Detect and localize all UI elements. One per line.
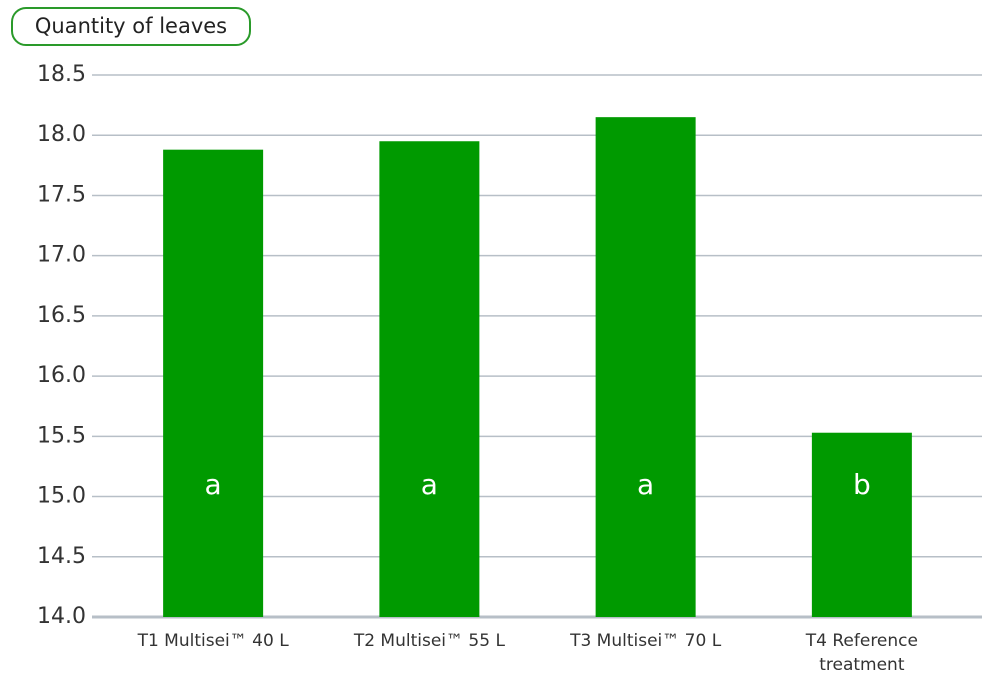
y-tick-label: 17.5 <box>37 182 86 207</box>
y-tick-label: 15.5 <box>37 423 86 448</box>
group-letter: a <box>421 468 438 501</box>
y-tick-label: 17.0 <box>37 243 86 268</box>
chart-title: Quantity of leaves <box>35 14 227 38</box>
group-letter: a <box>637 468 654 501</box>
bar <box>379 141 480 617</box>
group-letter: a <box>205 468 222 501</box>
y-tick-label: 14.5 <box>37 544 86 569</box>
x-tick-label: T2 Multisei™ 55 L <box>353 631 505 651</box>
bar <box>811 432 912 617</box>
y-tick-label: 16.0 <box>37 363 86 388</box>
x-tick-label: T1 Multisei™ 40 L <box>137 631 289 651</box>
y-tick-label: 18.0 <box>37 122 86 147</box>
y-tick-label: 18.5 <box>37 62 86 87</box>
y-tick-label: 14.0 <box>37 604 86 629</box>
y-tick-label: 15.0 <box>37 484 86 509</box>
y-tick-label: 16.5 <box>37 303 86 328</box>
bar <box>595 117 696 618</box>
x-tick-label: T3 Multisei™ 70 L <box>570 631 722 651</box>
title-box <box>11 7 251 46</box>
group-letter: b <box>853 468 871 501</box>
bar <box>163 149 264 618</box>
x-tick-label: T4 Reference treatment <box>805 631 918 675</box>
